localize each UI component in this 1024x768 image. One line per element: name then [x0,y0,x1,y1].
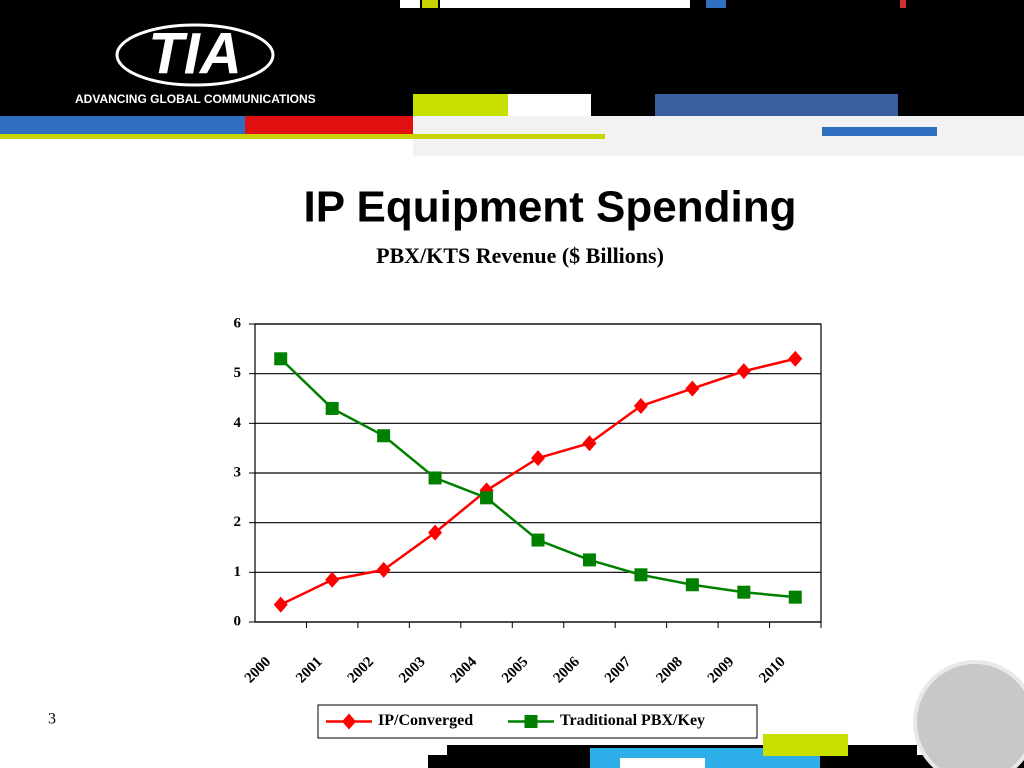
marker [377,429,391,443]
marker [428,471,442,485]
marker [531,533,545,547]
deco [0,134,605,139]
marker [685,380,700,397]
deco [245,116,413,134]
series-line [279,357,796,599]
chart-subtitle: PBX/KTS Revenue ($ Billions) [376,243,664,268]
tagline: ADVANCING GLOBAL COMMUNICATIONS [75,92,316,106]
deco [655,94,898,116]
logo: TIA [148,21,241,86]
deco [763,734,848,756]
marker [633,397,648,414]
y-tick-label: 2 [234,514,242,530]
y-tick-label: 5 [234,365,242,381]
marker [342,713,356,730]
x-tick-label: 2005 [499,654,532,687]
deco [400,0,420,8]
deco [413,94,508,116]
deco [706,0,726,8]
marker [376,561,391,578]
marker [737,585,751,599]
marker [788,350,803,367]
y-tick-label: 4 [234,415,242,431]
chart-title: IP Equipment Spending [304,183,797,232]
x-tick-label: 2008 [653,654,686,687]
marker [582,553,596,567]
y-tick-label: 0 [234,613,242,629]
marker [480,491,494,505]
y-tick-label: 3 [234,464,242,480]
marker [634,568,648,582]
logo-ring [115,23,275,87]
deco [440,0,690,8]
marker [428,524,443,541]
x-tick-label: 2003 [396,654,429,687]
x-tick-label: 2006 [550,654,583,687]
x-tick-label: 2000 [242,654,275,687]
marker [736,363,751,380]
legend-label: Traditional PBX/Key [560,712,705,729]
x-tick-label: 2001 [293,654,326,687]
plot: 0 1 2 3 4 5 6 2000 2001 2002 2003 2004 2005 2006 2007 2… [234,315,822,739]
marker [531,450,545,467]
deco [508,94,591,116]
series-line [280,357,796,606]
marker [685,578,699,592]
x-tick-label: 2010 [756,654,789,687]
x-tick-label: 2009 [705,654,738,687]
marker [273,596,288,613]
marker [788,590,802,604]
marker [325,571,340,588]
y-tick-label: 1 [234,564,242,580]
plot-frame [254,323,822,623]
x-tick-label: 2007 [602,654,635,687]
x-tick-label: 2002 [345,654,378,687]
deco [620,758,705,768]
marker [582,435,597,452]
marker [524,715,538,728]
legend-label: IP/Converged [378,712,473,729]
globe [913,660,1024,768]
marker [325,401,339,415]
deco [0,116,245,134]
page-number: 3 [48,711,56,728]
deco [900,0,906,8]
x-tick-label: 2004 [448,654,481,687]
deco [822,127,937,136]
deco [422,0,438,8]
marker [274,352,288,366]
y-tick-label: 6 [234,315,242,331]
